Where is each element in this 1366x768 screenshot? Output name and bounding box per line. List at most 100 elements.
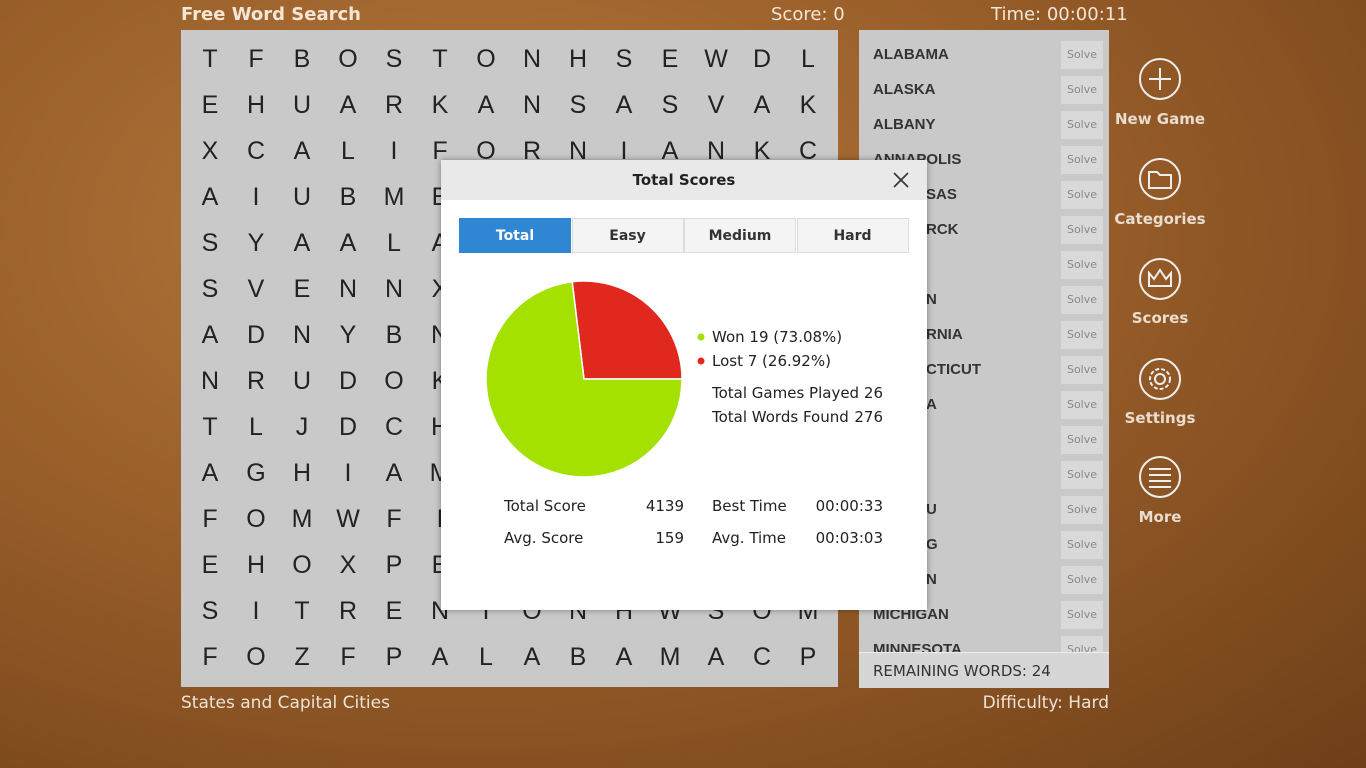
- solve-button[interactable]: Solve: [1061, 321, 1103, 349]
- grid-letter[interactable]: R: [338, 597, 358, 625]
- grid-letter[interactable]: V: [247, 275, 265, 303]
- grid-letter[interactable]: M: [291, 505, 313, 533]
- grid-letter[interactable]: N: [522, 45, 542, 73]
- tab[interactable]: Hard: [796, 218, 909, 253]
- grid-letter[interactable]: I: [252, 183, 260, 211]
- grid-letter[interactable]: X: [339, 551, 357, 579]
- grid-letter[interactable]: F: [432, 137, 448, 165]
- grid-letter[interactable]: L: [801, 45, 815, 73]
- solve-button[interactable]: Solve: [1061, 356, 1103, 384]
- grid-letter[interactable]: K: [799, 91, 817, 119]
- solve-button[interactable]: Solve: [1061, 41, 1103, 69]
- grid-letter[interactable]: D: [338, 367, 358, 395]
- grid-letter[interactable]: D: [752, 45, 772, 73]
- grid-letter[interactable]: I: [390, 137, 398, 165]
- grid-letter[interactable]: A: [293, 137, 311, 165]
- grid-letter[interactable]: E: [385, 597, 403, 625]
- grid-letter[interactable]: F: [248, 45, 264, 73]
- grid-letter[interactable]: A: [339, 229, 357, 257]
- grid-letter[interactable]: B: [339, 183, 357, 211]
- solve-button[interactable]: Solve: [1061, 531, 1103, 559]
- solve-button[interactable]: Solve: [1061, 286, 1103, 314]
- grid-letter[interactable]: H: [246, 551, 266, 579]
- grid-letter[interactable]: M: [383, 183, 405, 211]
- grid-letter[interactable]: A: [477, 91, 495, 119]
- grid-letter[interactable]: N: [522, 91, 542, 119]
- grid-letter[interactable]: A: [293, 229, 311, 257]
- grid-letter[interactable]: H: [568, 45, 588, 73]
- grid-letter[interactable]: S: [201, 275, 219, 303]
- grid-letter[interactable]: S: [661, 91, 679, 119]
- grid-letter[interactable]: O: [384, 367, 404, 395]
- grid-letter[interactable]: M: [659, 643, 681, 671]
- grid-letter[interactable]: D: [246, 321, 266, 349]
- grid-letter[interactable]: T: [294, 597, 310, 625]
- solve-button[interactable]: Solve: [1061, 146, 1103, 174]
- grid-letter[interactable]: X: [201, 137, 219, 165]
- grid-letter[interactable]: J: [295, 413, 309, 441]
- grid-letter[interactable]: T: [202, 413, 218, 441]
- solve-button[interactable]: Solve: [1061, 566, 1103, 594]
- grid-letter[interactable]: H: [292, 459, 312, 487]
- grid-letter[interactable]: O: [476, 45, 496, 73]
- grid-letter[interactable]: A: [707, 643, 725, 671]
- grid-letter[interactable]: A: [615, 643, 633, 671]
- tab[interactable]: Easy: [571, 218, 684, 253]
- grid-letter[interactable]: A: [615, 91, 633, 119]
- grid-letter[interactable]: U: [292, 183, 312, 211]
- solve-button[interactable]: Solve: [1061, 76, 1103, 104]
- grid-letter[interactable]: S: [569, 91, 587, 119]
- grid-letter[interactable]: B: [385, 321, 403, 349]
- solve-button[interactable]: Solve: [1061, 216, 1103, 244]
- grid-letter[interactable]: A: [661, 137, 679, 165]
- grid-letter[interactable]: Z: [294, 643, 310, 671]
- grid-letter[interactable]: I: [436, 505, 444, 533]
- grid-letter[interactable]: A: [201, 321, 219, 349]
- solve-button[interactable]: Solve: [1061, 601, 1103, 629]
- close-button[interactable]: [892, 171, 910, 189]
- grid-letter[interactable]: I: [620, 137, 628, 165]
- grid-letter[interactable]: O: [292, 551, 312, 579]
- grid-letter[interactable]: C: [246, 137, 266, 165]
- grid-letter[interactable]: C: [384, 413, 404, 441]
- grid-letter[interactable]: N: [384, 275, 404, 303]
- grid-letter[interactable]: O: [476, 137, 496, 165]
- grid-letter[interactable]: U: [292, 367, 312, 395]
- solve-button[interactable]: Solve: [1061, 496, 1103, 524]
- grid-letter[interactable]: A: [385, 459, 403, 487]
- grid-letter[interactable]: P: [799, 643, 817, 671]
- grid-letter[interactable]: A: [201, 459, 219, 487]
- grid-letter[interactable]: Y: [247, 229, 265, 257]
- tab[interactable]: Medium: [684, 218, 796, 253]
- solve-button[interactable]: Solve: [1061, 181, 1103, 209]
- grid-letter[interactable]: V: [707, 91, 725, 119]
- grid-letter[interactable]: N: [200, 367, 220, 395]
- grid-letter[interactable]: A: [753, 91, 771, 119]
- grid-letter[interactable]: A: [201, 183, 219, 211]
- grid-letter[interactable]: S: [615, 45, 633, 73]
- grid-letter[interactable]: R: [522, 137, 542, 165]
- grid-letter[interactable]: E: [201, 91, 219, 119]
- grid-letter[interactable]: B: [569, 643, 587, 671]
- solve-button[interactable]: Solve: [1061, 461, 1103, 489]
- sidebar-item[interactable]: More: [1138, 508, 1182, 526]
- grid-letter[interactable]: N: [338, 275, 358, 303]
- grid-letter[interactable]: T: [202, 45, 218, 73]
- grid-letter[interactable]: K: [753, 137, 771, 165]
- grid-letter[interactable]: R: [384, 91, 404, 119]
- grid-letter[interactable]: N: [568, 137, 588, 165]
- grid-letter[interactable]: A: [431, 643, 449, 671]
- grid-letter[interactable]: A: [523, 643, 541, 671]
- grid-letter[interactable]: U: [292, 91, 312, 119]
- grid-letter[interactable]: F: [202, 505, 218, 533]
- solve-button[interactable]: Solve: [1061, 391, 1103, 419]
- grid-letter[interactable]: K: [431, 91, 449, 119]
- grid-letter[interactable]: P: [385, 551, 403, 579]
- grid-letter[interactable]: E: [201, 551, 219, 579]
- grid-letter[interactable]: C: [798, 137, 818, 165]
- sidebar-item[interactable]: Categories: [1114, 209, 1206, 228]
- grid-letter[interactable]: N: [706, 137, 726, 165]
- grid-letter[interactable]: G: [246, 459, 266, 487]
- grid-letter[interactable]: E: [293, 275, 311, 303]
- solve-button[interactable]: Solve: [1061, 251, 1103, 279]
